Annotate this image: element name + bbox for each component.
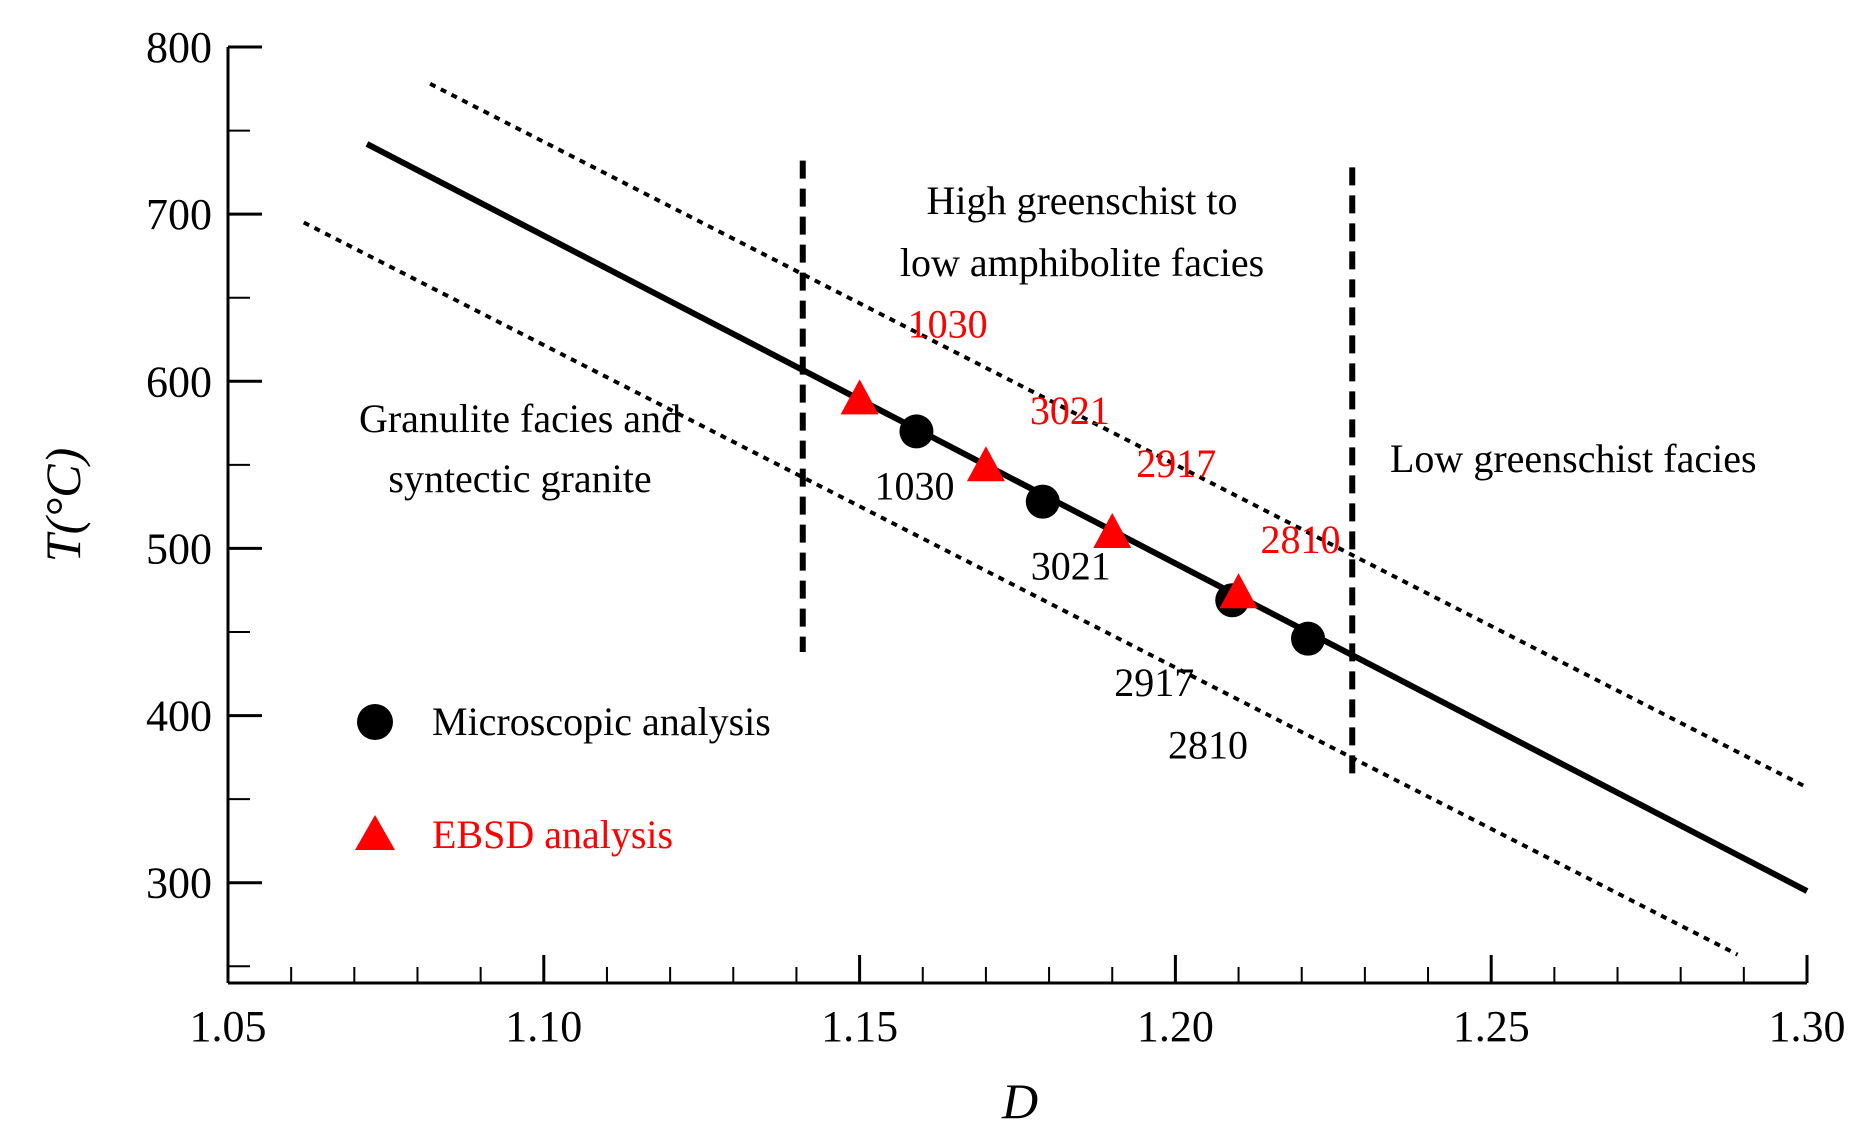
- microscopic-point: [1025, 484, 1060, 519]
- legend-microscopic-label: Microscopic analysis: [432, 699, 771, 744]
- microscopic-point-label: 3021: [1031, 544, 1111, 589]
- y-tick-label: 500: [146, 524, 212, 573]
- y-axis-title: T(°C): [35, 448, 91, 562]
- legend-triangle-marker: [355, 815, 395, 850]
- microscopic-point: [899, 414, 934, 449]
- x-tick-label: 1.10: [505, 1002, 582, 1051]
- high-greenschist-label-line2: low amphibolite facies: [900, 240, 1264, 285]
- ebsd-point-label: 3021: [1030, 388, 1110, 433]
- x-axis-title: D: [1001, 1073, 1038, 1129]
- y-tick-label: 600: [146, 357, 212, 406]
- lower-confidence-line: [302, 220, 1739, 957]
- x-tick-label: 1.15: [821, 1002, 898, 1051]
- y-tick-label: 300: [146, 859, 212, 908]
- ebsd-point: [1219, 573, 1258, 609]
- ebsd-point-label: 2917: [1136, 441, 1216, 486]
- legend-circle-marker: [357, 704, 393, 740]
- ebsd-point: [840, 379, 879, 415]
- ebsd-point: [966, 446, 1005, 482]
- high-greenschist-label-line1: High greenschist to: [926, 178, 1237, 223]
- granulite-label-line1: Granulite facies and: [359, 396, 681, 441]
- ebsd-point-label: 2810: [1261, 517, 1341, 562]
- y-tick-label: 700: [146, 190, 212, 239]
- x-tick-label: 1.30: [1769, 1002, 1846, 1051]
- legend-ebsd-label: EBSD analysis: [432, 812, 673, 857]
- x-tick-label: 1.05: [190, 1002, 267, 1051]
- granulite-label-line2: syntectic granite: [388, 456, 651, 501]
- microscopic-point-label: 2810: [1168, 723, 1248, 768]
- microscopic-point-label: 1030: [874, 463, 954, 508]
- microscopic-point-label: 2917: [1114, 660, 1194, 705]
- microscopic-point: [1291, 621, 1326, 656]
- x-tick-label: 1.25: [1453, 1002, 1530, 1051]
- ebsd-point-label: 1030: [908, 301, 988, 346]
- y-tick-label: 400: [146, 692, 212, 741]
- x-tick-label: 1.20: [1137, 1002, 1214, 1051]
- ebsd-point: [1093, 513, 1132, 549]
- regression-line: [365, 141, 1809, 894]
- low-greenschist-label: Low greenschist facies: [1390, 436, 1757, 481]
- upper-confidence-line: [429, 81, 1808, 790]
- y-tick-label: 800: [146, 23, 212, 72]
